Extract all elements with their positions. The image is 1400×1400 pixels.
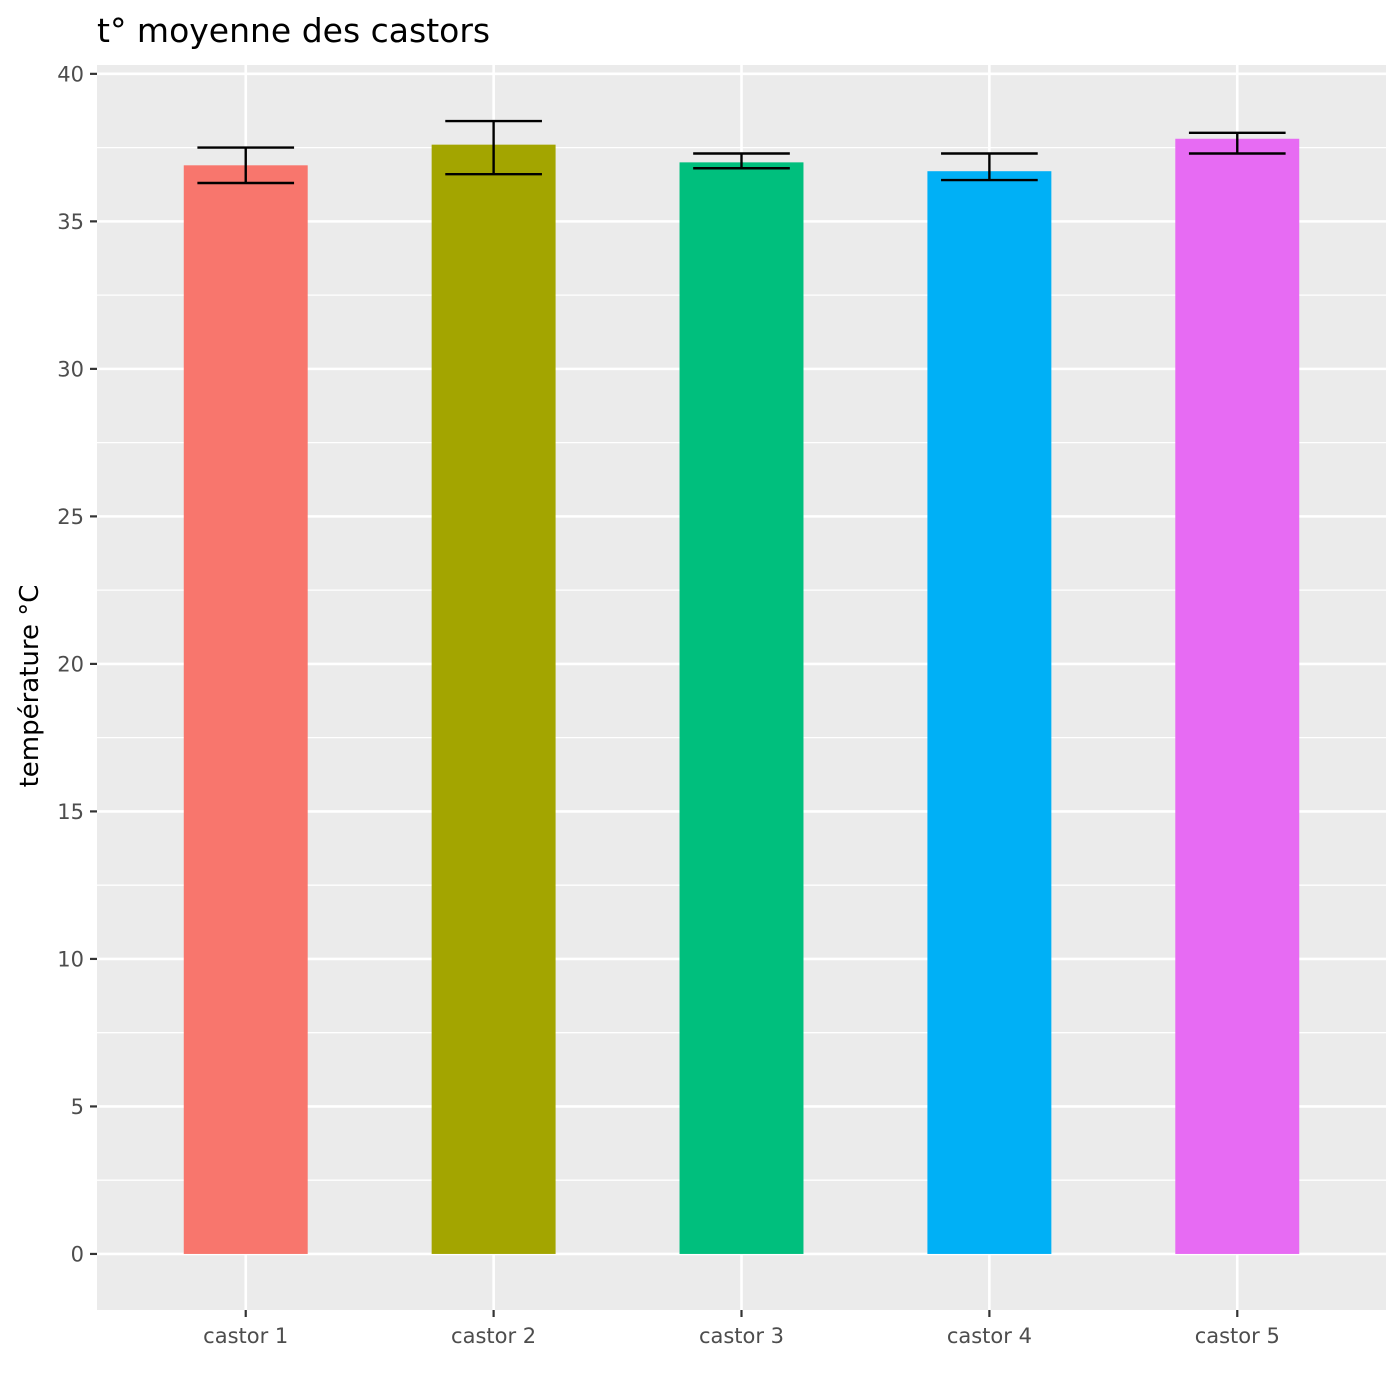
- x-tick-label: castor 4: [947, 1324, 1032, 1348]
- y-axis: 0 5 10 15 20 25 30 35 40: [57, 62, 97, 1266]
- error-bar: [941, 152, 1038, 182]
- error-bar: [1188, 131, 1286, 155]
- bar-castor-1: [183, 165, 308, 1254]
- chart-title: t° moyenne des castors: [97, 11, 490, 50]
- y-tick-label: 5: [71, 1095, 84, 1119]
- y-tick-label: 30: [57, 357, 84, 381]
- x-tick-label: castor 1: [203, 1324, 288, 1348]
- bars: [183, 138, 1300, 1254]
- y-tick-label: 0: [71, 1242, 84, 1266]
- bar-castor-3: [679, 162, 804, 1254]
- y-tick-label: 15: [57, 800, 84, 824]
- error-bars: [197, 119, 1286, 185]
- y-tick-label: 25: [57, 505, 84, 529]
- bar-castor-5: [1175, 138, 1300, 1254]
- error-bar: [693, 152, 790, 170]
- x-tick-label: castor 3: [699, 1324, 784, 1348]
- x-axis: castor 1 castor 2 castor 3 castor 4 castor 5: [203, 1310, 1280, 1348]
- error-bar: [445, 119, 542, 176]
- x-tick-label: castor 5: [1195, 1324, 1280, 1348]
- y-tick-label: 40: [57, 62, 84, 86]
- x-tick-label: castor 2: [451, 1324, 536, 1348]
- y-tick-label: 10: [57, 947, 84, 971]
- y-axis-title: température °C: [15, 585, 45, 788]
- error-bar: [197, 146, 295, 185]
- y-tick-label: 35: [57, 210, 84, 234]
- bar-castor-4: [927, 171, 1052, 1254]
- y-tick-label: 20: [57, 652, 84, 676]
- bar-castor-2: [431, 144, 556, 1254]
